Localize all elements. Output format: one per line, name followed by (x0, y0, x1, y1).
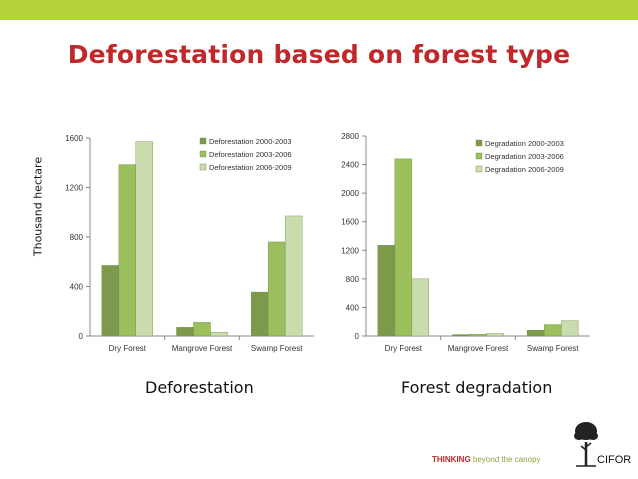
y-tick-label: 1200 (341, 246, 359, 255)
legend-swatch (475, 139, 483, 147)
y-tick-label: 800 (70, 233, 84, 242)
bar (394, 158, 413, 337)
x-tick-label: Swamp Forest (527, 344, 579, 353)
footer-tagline-rest: beyond the canopy (472, 455, 541, 464)
y-tick-label: 2000 (341, 189, 359, 198)
y-tick-label: 1600 (341, 218, 359, 227)
y-axis-label: Thousand hectare (31, 156, 45, 257)
legend-label: Deforestation 2006-2009 (209, 163, 292, 172)
bar (267, 241, 286, 337)
bar (101, 265, 120, 337)
logo-text: CIFOR (597, 454, 632, 466)
tree-icon (574, 422, 598, 467)
x-tick-label: Dry Forest (109, 344, 147, 353)
bar (118, 164, 137, 337)
y-tick-label: 2800 (341, 132, 359, 141)
bar (452, 334, 470, 337)
top-accent-bar (0, 0, 638, 20)
y-tick-label: 400 (70, 283, 84, 292)
footer-tagline-bold: THINKING (432, 455, 471, 464)
y-tick-label: 0 (79, 332, 84, 341)
deforestation-chart-panel: 0 400 800 1200 1600 Dry Forest Mangrove Forest… (52, 124, 320, 362)
legend-label: Degradation 2000-2003 (485, 139, 564, 148)
bar (176, 327, 194, 337)
bar (284, 215, 303, 337)
bar (560, 320, 579, 337)
bar (411, 278, 430, 337)
legend-label: Degradation 2003-2006 (485, 152, 564, 161)
legend-label: Deforestation 2003-2006 (209, 150, 292, 159)
legend-swatch (199, 137, 207, 145)
y-tick-label: 400 (346, 303, 360, 312)
deforestation-chart: 0 400 800 1200 1600 Dry Forest Mangrove Forest… (65, 134, 314, 353)
bar (469, 334, 487, 337)
bar (486, 333, 504, 337)
legend-swatch (475, 152, 483, 160)
forest-degradation-caption: Forest degradation (401, 378, 553, 397)
y-tick-label: 2400 (341, 161, 359, 170)
y-tick-label: 1200 (65, 184, 83, 193)
bar (526, 330, 545, 337)
cifor-logo: CIFOR (570, 420, 632, 470)
bar (135, 141, 154, 337)
x-tick-label: Dry Forest (385, 344, 423, 353)
legend-swatch (199, 150, 207, 158)
slide-title: Deforestation based on forest type (67, 40, 571, 69)
bar (250, 291, 269, 337)
bar (543, 324, 562, 337)
legend-label: Degradation 2006-2009 (485, 165, 564, 174)
deforestation-caption: Deforestation (145, 378, 254, 397)
bar (377, 245, 396, 337)
y-axis-label-container: Thousand hectare (28, 130, 48, 290)
degradation-chart-panel: 0 400 800 1200 1600 2000 2400 2800 Dry Forest Man… (328, 124, 594, 362)
legend-label: Deforestation 2000-2003 (209, 137, 292, 146)
legend-swatch (475, 165, 483, 173)
bar (193, 322, 211, 337)
x-tick-label: Swamp Forest (251, 344, 303, 353)
forest-degradation-chart: 0 400 800 1200 1600 2000 2400 2800 Dry Forest Man… (341, 132, 590, 353)
footer-tagline: THINKING beyond the canopy (432, 455, 541, 464)
x-tick-label: Mangrove Forest (172, 344, 233, 353)
y-tick-label: 0 (355, 332, 360, 341)
y-tick-label: 1600 (65, 134, 83, 143)
bar (210, 332, 228, 337)
y-tick-label: 800 (346, 275, 360, 284)
x-tick-label: Mangrove Forest (448, 344, 509, 353)
legend-swatch (199, 163, 207, 171)
